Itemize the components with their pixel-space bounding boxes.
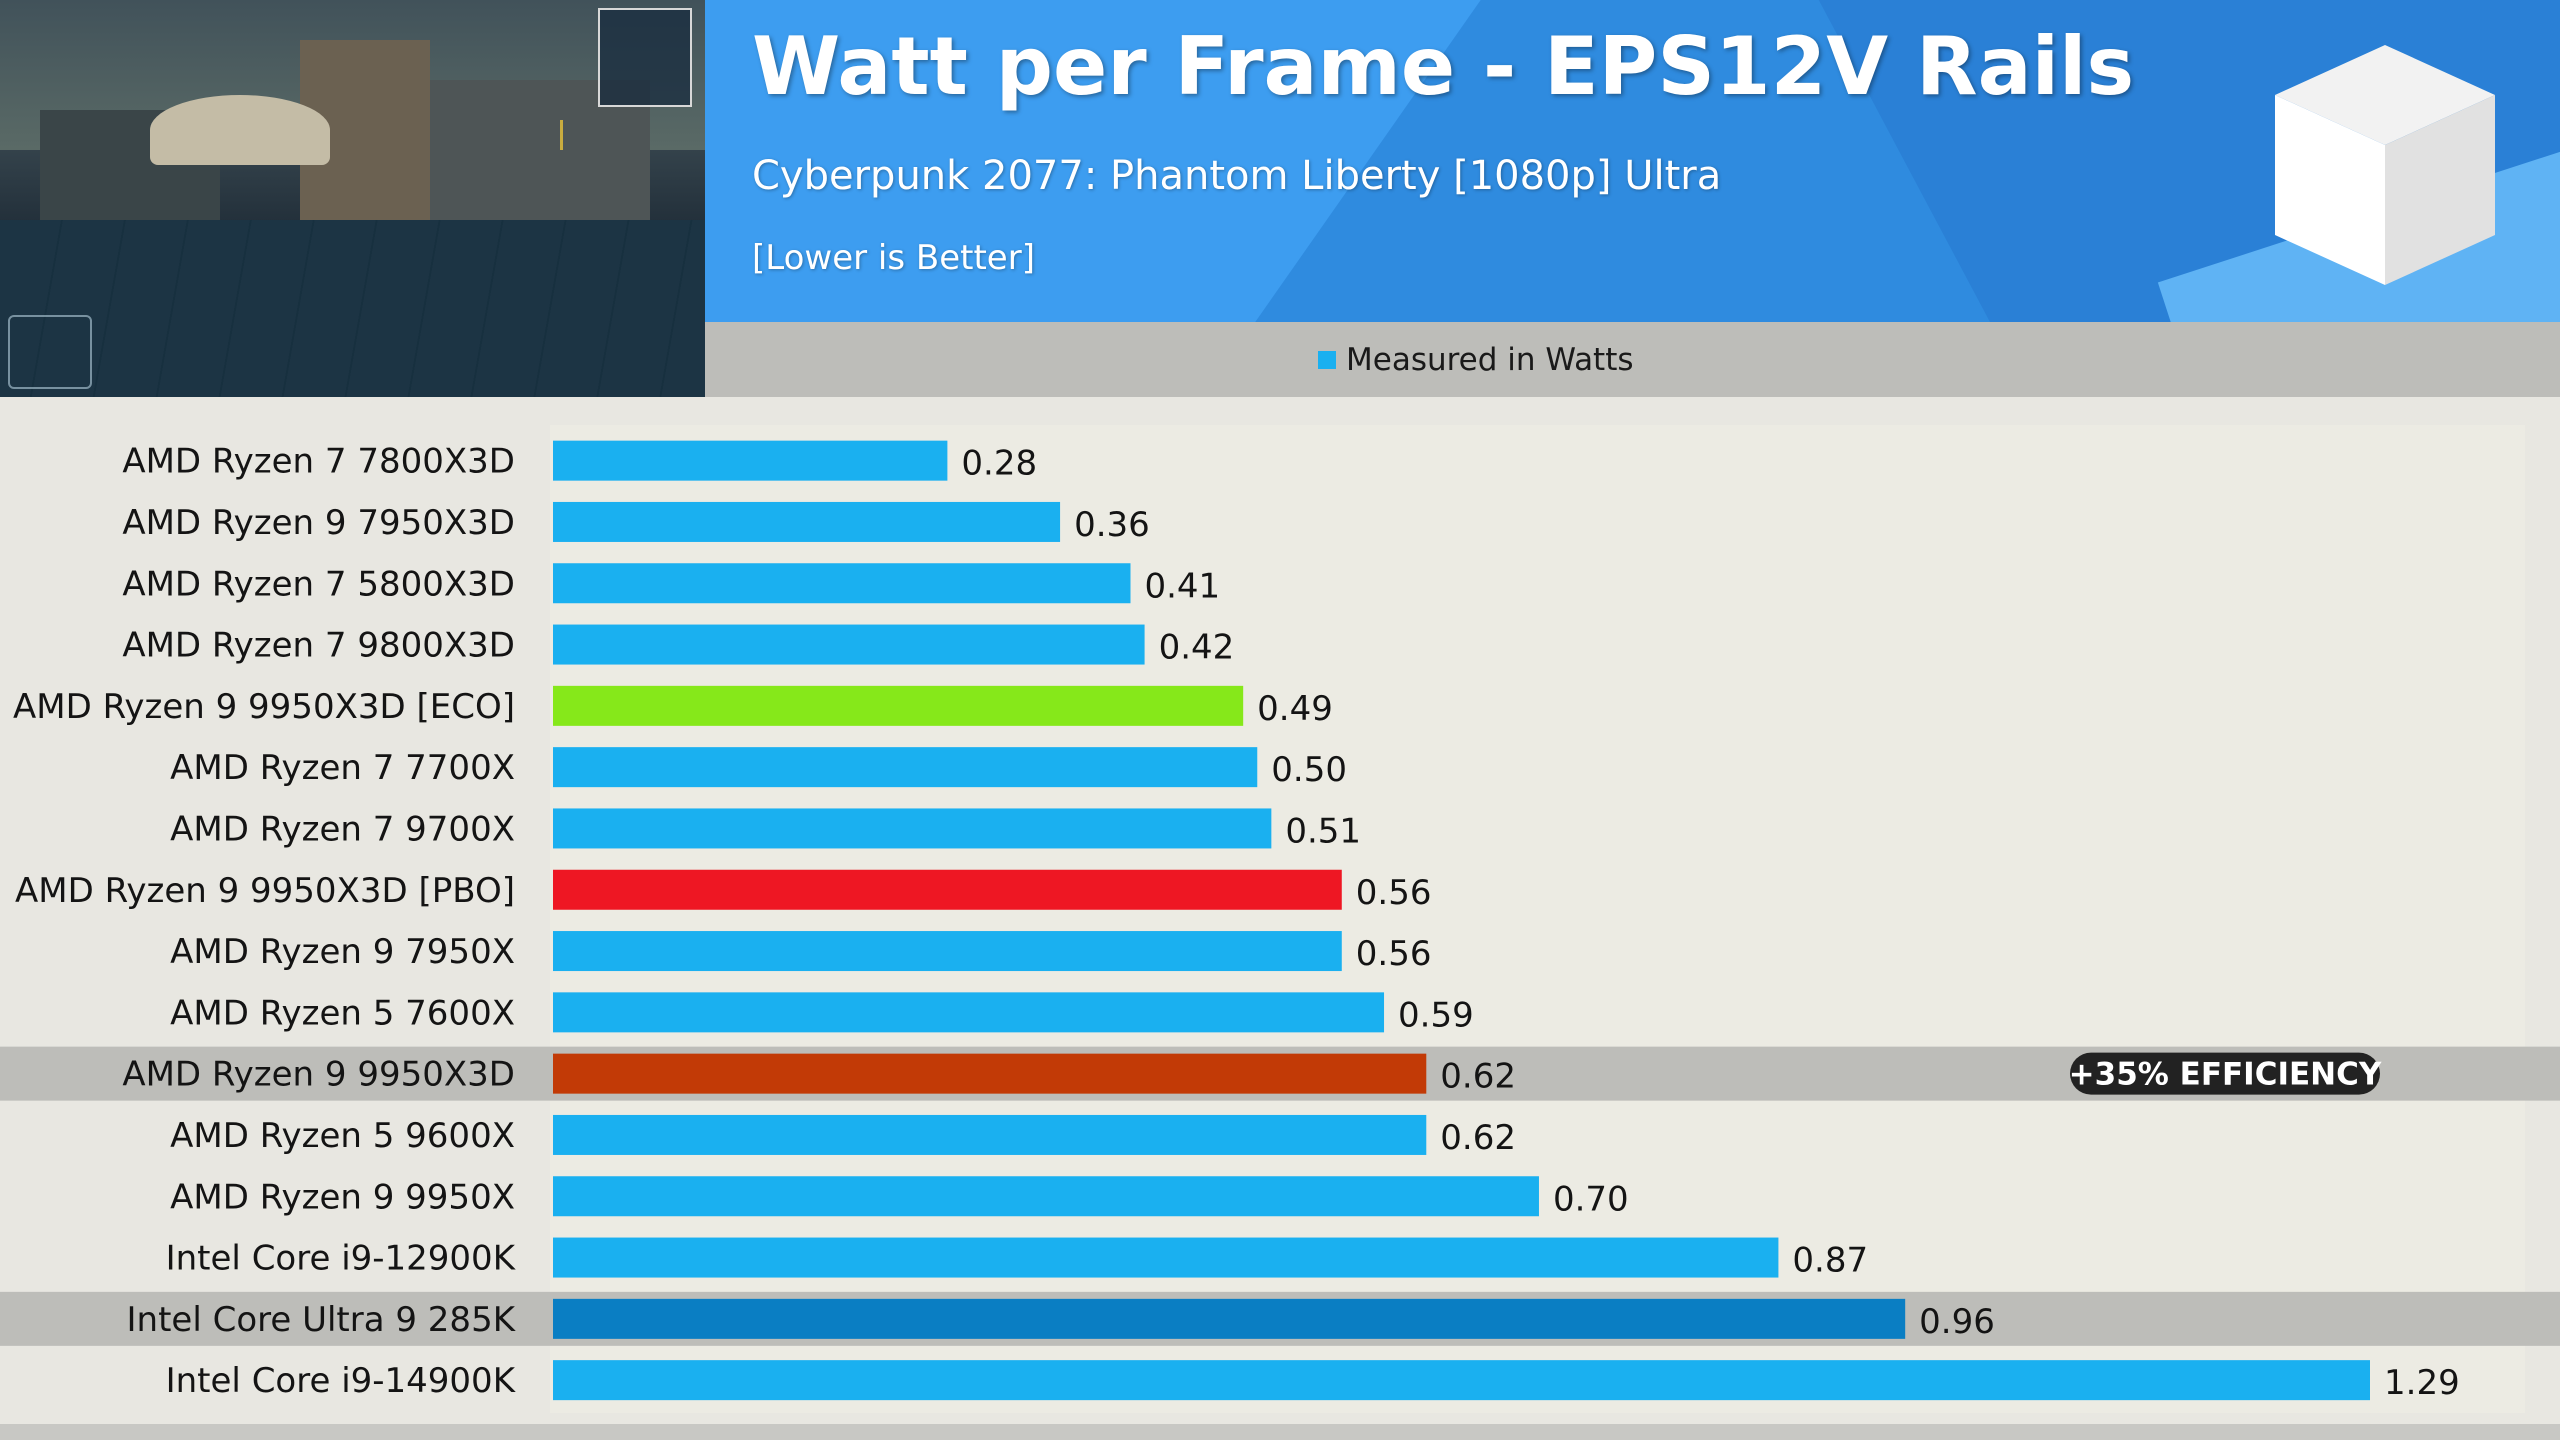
- efficiency-badge-label: +35% EFFICIENCY: [2069, 1057, 2382, 1093]
- category-label: AMD Ryzen 5 7600X: [170, 993, 515, 1033]
- bottom-strip: [0, 1424, 2560, 1440]
- minimap-icon: [598, 8, 692, 107]
- category-label: Intel Core i9-12900K: [166, 1239, 517, 1279]
- bar: [553, 869, 1342, 910]
- bar: [553, 1053, 1427, 1094]
- bar: [553, 501, 1061, 542]
- legend-bar: [705, 322, 2560, 397]
- bar: [553, 440, 948, 481]
- bar: [553, 931, 1342, 972]
- bar: [553, 808, 1272, 849]
- category-label: AMD Ryzen 7 9800X3D: [122, 626, 515, 666]
- value-label: 0.50: [1271, 750, 1347, 790]
- bar: [553, 992, 1385, 1033]
- value-label: 0.41: [1144, 566, 1220, 606]
- legend-swatch: [1318, 351, 1336, 369]
- category-label: AMD Ryzen 9 9950X3D: [122, 1055, 515, 1095]
- category-label: AMD Ryzen 9 9950X3D [PBO]: [15, 871, 515, 911]
- value-label: 0.42: [1159, 628, 1235, 668]
- category-label: AMD Ryzen 5 9600X: [170, 1116, 515, 1156]
- gameplay-thumbnail: [0, 0, 705, 397]
- category-label: Intel Core Ultra 9 285K: [127, 1300, 517, 1340]
- value-label: 0.62: [1440, 1057, 1516, 1097]
- category-label: AMD Ryzen 7 9700X: [170, 809, 515, 849]
- cube-logo-icon: [2275, 45, 2495, 285]
- chart-title: Watt per Frame - EPS12V Rails: [752, 20, 2135, 113]
- value-label: 0.28: [961, 444, 1037, 484]
- value-label: 0.56: [1356, 934, 1432, 974]
- hud-icon: [8, 315, 92, 389]
- bar: [553, 1360, 2370, 1401]
- category-label: AMD Ryzen 7 7700X: [170, 748, 515, 788]
- category-label: AMD Ryzen 9 9950X: [170, 1177, 515, 1217]
- category-label: AMD Ryzen 9 7950X: [170, 932, 515, 972]
- category-label: AMD Ryzen 9 7950X3D: [122, 503, 515, 543]
- legend: Measured in Watts: [1318, 340, 1634, 380]
- value-label: 0.59: [1398, 995, 1474, 1035]
- value-label: 0.51: [1285, 811, 1361, 851]
- bar: [553, 624, 1145, 665]
- category-label: AMD Ryzen 7 7800X3D: [122, 442, 515, 482]
- efficiency-badge: [2070, 1052, 2380, 1095]
- bar: [553, 685, 1244, 726]
- bar: [553, 1237, 1779, 1278]
- value-label: 0.87: [1792, 1241, 1868, 1281]
- chart-subtitle: Cyberpunk 2077: Phantom Liberty [1080p] …: [752, 153, 1722, 199]
- chart-note: [Lower is Better]: [752, 238, 1035, 278]
- bar: [553, 1298, 1906, 1339]
- legend-label: Measured in Watts: [1346, 342, 1634, 378]
- value-label: 0.96: [1919, 1302, 1995, 1342]
- value-label: 0.56: [1356, 873, 1432, 913]
- value-label: 0.70: [1553, 1179, 1629, 1219]
- category-label: AMD Ryzen 9 9950X3D [ECO]: [13, 687, 515, 727]
- category-label: Intel Core i9-14900K: [166, 1361, 517, 1401]
- bar: [553, 1114, 1427, 1155]
- category-label: AMD Ryzen 7 5800X3D: [122, 564, 515, 604]
- value-label: 0.36: [1074, 505, 1150, 545]
- value-label: 0.49: [1257, 689, 1333, 729]
- bar: [553, 563, 1131, 604]
- value-label: 1.29: [2384, 1363, 2460, 1403]
- bar: [553, 1176, 1539, 1217]
- bar: [553, 747, 1258, 788]
- header-banner: [705, 0, 2560, 322]
- value-label: 0.62: [1440, 1118, 1516, 1158]
